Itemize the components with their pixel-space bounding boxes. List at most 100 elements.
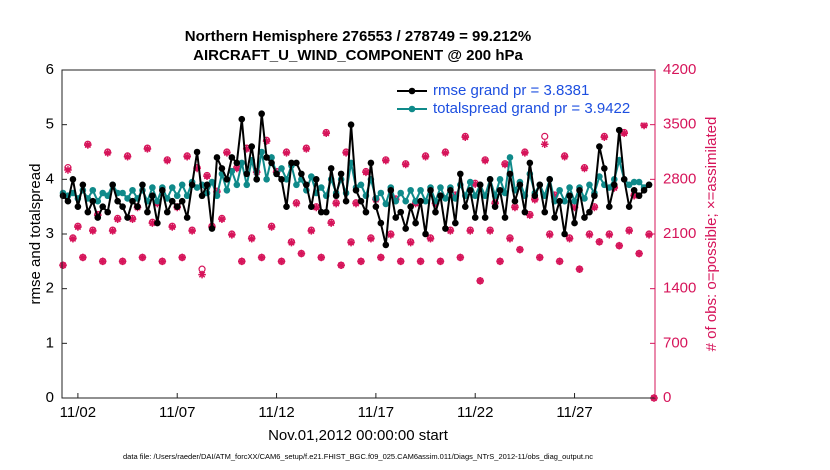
data-point: [377, 189, 385, 197]
data-point: [163, 195, 171, 202]
data-point: [263, 154, 270, 161]
data-point: [422, 230, 429, 238]
data-point: [109, 181, 116, 189]
data-point: [119, 189, 126, 197]
plot-area: [62, 70, 655, 398]
obs-assimilated: [590, 203, 599, 212]
data-point: [273, 170, 280, 178]
data-point: [298, 170, 305, 178]
obs-assimilated: [352, 199, 360, 208]
y-tick-label: 0: [46, 389, 54, 406]
data-point: [312, 176, 320, 183]
data-point: [258, 110, 265, 118]
data-point: [228, 154, 236, 161]
obs-assimilated: [436, 257, 445, 266]
data-point: [332, 192, 340, 200]
footnote: data file: /Users/raeder/DAI/ATM_forcXX/…: [123, 452, 593, 461]
data-point: [496, 176, 504, 183]
data-point: [163, 208, 171, 216]
data-point: [308, 203, 315, 210]
obs-possible: [541, 132, 549, 140]
data-point: [124, 195, 131, 202]
obs-assimilated: [421, 152, 430, 161]
data-point: [263, 176, 270, 183]
obs-assimilated: [242, 145, 251, 153]
data-point: [129, 186, 136, 194]
data-point: [625, 181, 633, 189]
obs-assimilated: [456, 253, 465, 262]
obs-assimilated: [640, 121, 648, 130]
data-point: [452, 219, 459, 227]
obs-assimilated: [103, 148, 112, 157]
data-point: [412, 219, 419, 227]
obs-assimilated: [550, 191, 559, 200]
obs-assimilated: [223, 148, 231, 157]
obs-assimilated: [302, 145, 311, 153]
legend-label: rmse grand pr = 3.8381: [433, 82, 589, 99]
obs-assimilated: [540, 140, 549, 148]
data-point: [601, 165, 608, 172]
x-tick-label: 11/02: [60, 404, 96, 421]
obs-assimilated: [406, 238, 415, 247]
obs-assimilated: [635, 249, 643, 258]
obs-assimilated: [506, 234, 514, 243]
data-point: [99, 203, 107, 210]
data-point: [357, 197, 365, 205]
data-point: [203, 181, 211, 189]
data-point: [620, 176, 628, 183]
data-point: [596, 173, 603, 180]
obs-assimilated: [257, 253, 266, 262]
data-point: [183, 192, 191, 200]
obs-assimilated: [471, 180, 480, 188]
data-point: [233, 181, 241, 189]
data-point: [94, 197, 102, 205]
obs-assimilated: [312, 203, 321, 212]
data-point: [432, 208, 439, 216]
data-point: [89, 186, 97, 194]
obs-assimilated: [108, 227, 117, 235]
data-point: [268, 159, 275, 167]
data-point: [154, 197, 161, 205]
obs-assimilated: [535, 253, 544, 262]
obs-assimilated: [292, 199, 301, 208]
obs-assimilated: [128, 215, 137, 223]
obs-assimilated: [357, 257, 365, 266]
obs-assimilated: [362, 168, 370, 177]
obs-assimilated: [322, 129, 331, 138]
obs-assimilated: [267, 223, 276, 231]
data-point: [377, 219, 385, 227]
data-point: [283, 176, 290, 183]
x-tick-label: 11/22: [457, 404, 493, 421]
data-point: [387, 186, 395, 194]
data-point: [645, 181, 653, 189]
obs-assimilated: [98, 257, 107, 266]
obs-assimilated: [501, 160, 509, 169]
obs-assimilated: [481, 156, 489, 165]
legend-box: [392, 77, 650, 123]
obs-assimilated: [262, 137, 271, 145]
y2-axis-label: # of obs: o=possible; ×=assimilated: [703, 117, 720, 352]
data-point: [134, 203, 141, 210]
data-point: [501, 214, 509, 221]
data-point: [491, 203, 499, 210]
data-point: [546, 176, 554, 183]
data-point: [114, 197, 121, 205]
data-point: [317, 208, 325, 216]
data-point: [198, 192, 206, 200]
obs-assimilated: [84, 141, 92, 149]
data-point: [228, 167, 236, 175]
data-point: [417, 197, 424, 205]
data-point: [561, 230, 568, 238]
data-point: [531, 192, 539, 200]
data-point: [193, 148, 201, 156]
obs-assimilated: [59, 261, 67, 270]
obs-assimilated: [620, 129, 629, 138]
obs-assimilated: [600, 133, 609, 141]
data-point: [591, 192, 598, 200]
obs-assimilated: [218, 215, 226, 223]
data-point: [99, 189, 107, 197]
data-point: [347, 121, 355, 128]
data-point: [457, 170, 464, 178]
data-point: [218, 165, 226, 172]
obs-assimilated: [367, 234, 375, 243]
